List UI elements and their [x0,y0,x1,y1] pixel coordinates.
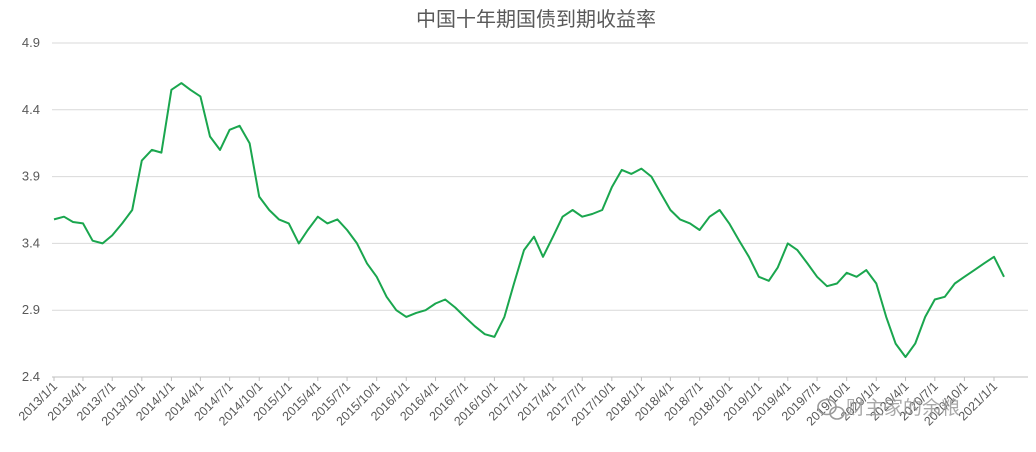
y-tick-label: 3.9 [22,169,40,184]
watermark-text: 财主家的余粮 [846,397,960,419]
y-tick-label: 4.9 [22,35,40,50]
y-tick-label: 4.4 [22,102,40,117]
watermark: 财主家的余粮 [817,397,960,420]
y-tick-label: 2.9 [22,302,40,317]
gridlines [52,42,1028,311]
wechat-icon [817,398,845,420]
y-tick-label: 2.4 [22,369,40,384]
y-tick-label: 3.4 [22,235,40,250]
y-axis-ticks: 4.9 4.4 3.9 3.4 2.9 2.4 [22,35,40,384]
series-line [53,82,1005,358]
chart-title: 中国十年期国债到期收益率 [416,7,656,31]
